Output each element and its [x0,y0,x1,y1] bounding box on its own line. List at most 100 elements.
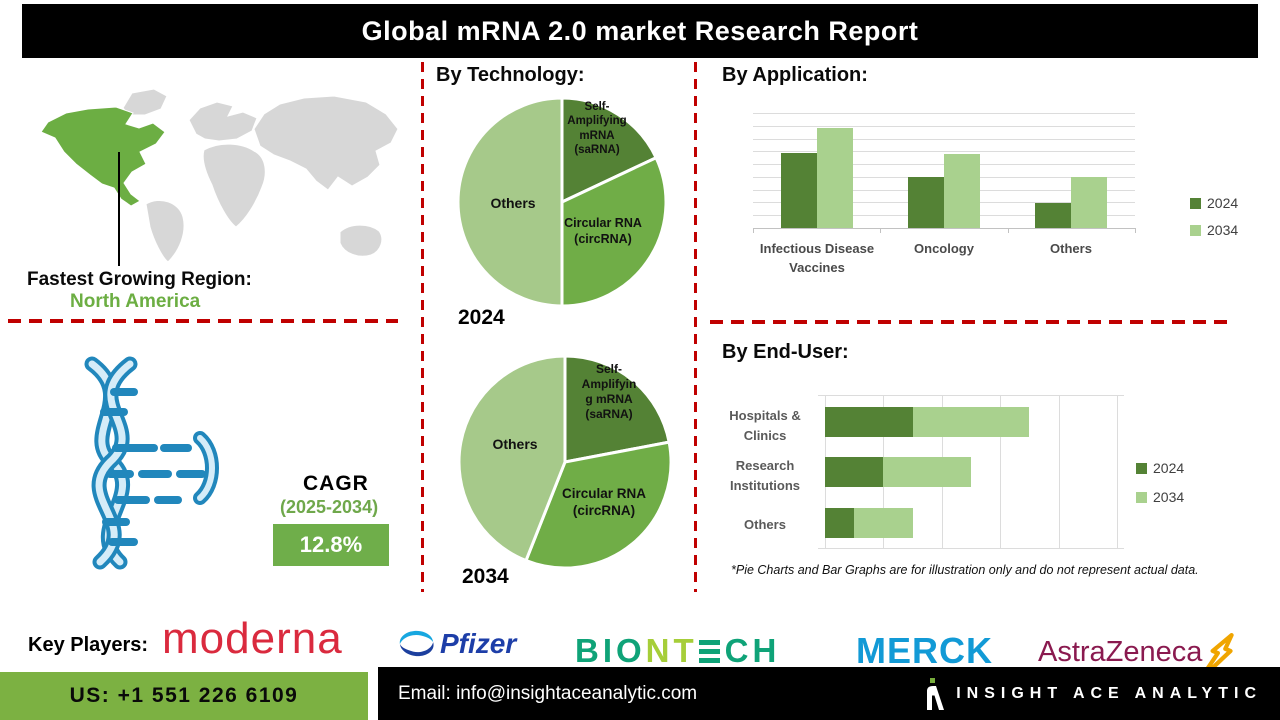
application-legend-2034: 2034 [1190,222,1238,238]
legend-swatch-2024 [1136,462,1147,474]
cagr-label: CAGR [303,472,369,495]
application-legend-2024: 2024 [1190,195,1238,211]
application-bar-2034-2 [1071,177,1107,228]
pie-2034-label-sarna: Self- Amplifyin g mRNA (saRNA) [581,362,637,421]
end-user-category-2: Research Institutions [729,458,801,493]
legend-swatch-2024 [1190,197,1201,209]
application-category-3: Others [1050,241,1092,256]
legend-label-2034: 2034 [1153,489,1185,505]
south-america-shape [145,200,185,263]
key-players-label: Key Players: [28,634,149,656]
section-title-end-user: By End-User: [722,341,849,363]
pie-2034-label-others: Others [492,436,538,452]
separator-right [710,320,1235,324]
section-title-technology: By Technology: [436,64,585,86]
legend-swatch-2034 [1136,491,1147,503]
application-bar-2024-2 [1035,202,1071,228]
footer-email-bar: Email: info@insightaceanalytic.com INSIG… [378,667,1280,720]
africa-shape [202,143,266,228]
pfizer-logo: Pfizer [398,628,516,660]
pie-2034-year: 2034 [462,565,509,588]
end-user-bar-2024-2 [825,508,855,538]
section-title-application: By Application: [722,64,868,86]
application-x-axis [753,228,1135,229]
mrna-dna-icon [84,356,219,570]
biontech-logo: BIO NT CH [575,632,780,670]
north-america-shape [40,106,166,207]
australia-shape [339,224,383,257]
application-bar-2034-0 [817,128,853,228]
application-bar-2024-0 [781,153,817,229]
application-axis-tick [880,228,882,233]
merck-logo: MERCK [856,630,993,671]
pfizer-logo-text: Pfizer [440,628,517,659]
end-user-category-1: Hospitals & Clinics [729,408,801,443]
cagr-value-box: 12.8% [273,524,389,566]
application-gridline [753,138,1135,140]
chart-footnote: *Pie Charts and Bar Graphs are for illus… [731,563,1199,577]
greenland-shape [122,88,168,116]
footer-email: Email: info@insightaceanalytic.com [398,682,698,704]
end-user-category-3: Others [744,517,786,532]
end-user-bar-2024-0 [825,407,913,437]
end-user-gridline [1000,395,1002,548]
legend-label-2024: 2024 [1153,460,1185,476]
application-bar-2034-1 [944,154,980,228]
application-gridline [753,113,1135,114]
biontech-text-nt: NT [645,632,698,669]
astrazeneca-logo-text: AstraZeneca [1038,635,1203,668]
application-axis-tick [1007,228,1009,233]
end-user-bar-2034-1 [883,457,971,487]
pie-2034-label-circrna: Circular RNA (circRNA) [561,486,647,518]
cagr-period: (2025-2034) [280,497,379,517]
application-axis-tick [1135,228,1136,233]
moderna-logo: moderna [162,614,343,663]
separator-left [8,319,398,323]
pie-2024-label-circrna: Circular RNA (circRNA) [564,216,642,246]
footer-phone: US: +1 551 226 6109 [69,684,299,707]
end-user-frame-top [818,395,1124,396]
title-bar: Global mRNA 2.0 market Research Report [22,4,1258,58]
astrazeneca-logo: AstraZeneca [1038,632,1236,672]
world-map [40,88,399,263]
pfizer-swoosh-icon [399,630,434,657]
biontech-text-ch: CH [724,632,781,669]
end-user-bar-2024-1 [825,457,884,487]
application-gridline [753,151,1135,153]
biontech-text-bio: BIO [575,632,646,669]
fastest-growing-region-value: North America [70,291,201,312]
insight-ace-logo-icon [927,677,945,710]
brand-lockup: INSIGHT ACE ANALYTIC [924,677,1262,711]
pie-2024-year: 2024 [458,306,505,329]
application-gridline [753,125,1135,127]
pie-2024-label-sarna: Self- Amplifying mRNA (saRNA) [567,101,627,157]
cagr-value: 12.8% [299,532,363,557]
end-user-legend-2024: 2024 [1136,460,1184,476]
end-user-bar-2034-2 [854,508,913,538]
map-leader-line [118,152,120,266]
application-category-2: Oncology [914,241,974,256]
page-title: Global mRNA 2.0 market Research Report [361,15,919,46]
astrazeneca-ribbon-icon [1205,633,1235,671]
separator-vertical-right [694,62,697,592]
end-user-legend-2034: 2034 [1136,489,1184,505]
technology_2034-slice-2 [457,354,567,563]
application-axis-tick [753,228,754,233]
end-user-gridline [1117,395,1118,548]
asia-shape [253,95,399,191]
application-bar-2024-1 [908,177,944,228]
fastest-growing-region-label: Fastest Growing Region: [27,269,252,290]
europe-shape [188,101,258,142]
pie-2024-label-others: Others [490,195,536,211]
brand-name: INSIGHT ACE ANALYTIC [956,684,1262,702]
biontech-e-bars-icon [698,639,720,663]
legend-swatch-2034 [1190,224,1201,236]
separator-vertical-left [421,62,424,592]
end-user-bar-2034-0 [912,407,1030,437]
legend-label-2024: 2024 [1207,195,1239,211]
end-user-gridline [1058,395,1060,548]
legend-label-2034: 2034 [1207,222,1239,238]
end-user-frame-bottom [818,548,1124,549]
application-category-1: Infectious Disease Vaccines [759,241,875,275]
